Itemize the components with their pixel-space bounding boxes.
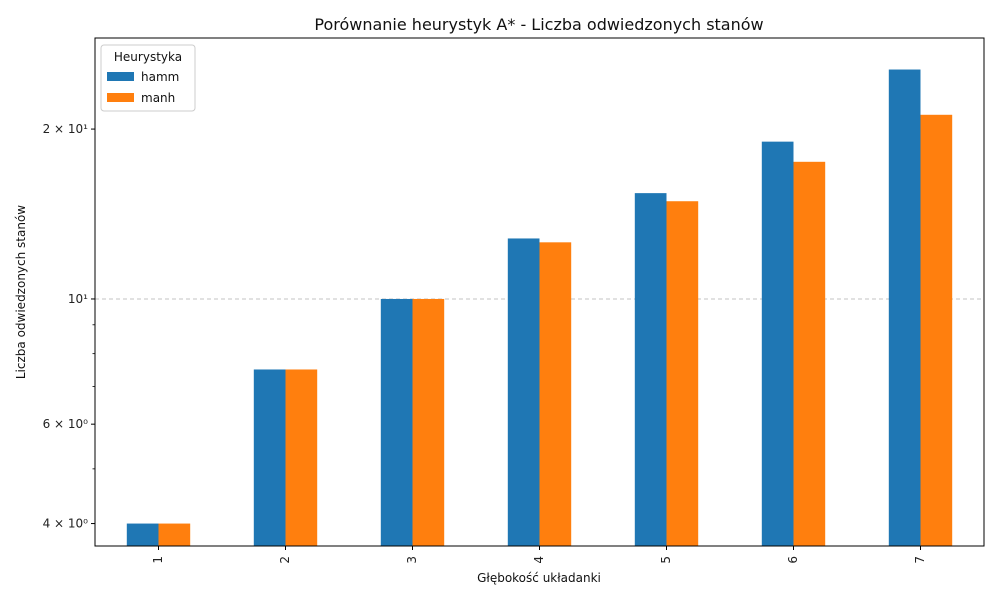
x-tick-label: 6 xyxy=(786,556,800,564)
bar-hamm-1 xyxy=(126,523,159,546)
bar-hamm-2 xyxy=(253,369,286,546)
legend-title: Heurystyka xyxy=(114,50,182,64)
x-tick-label: 1 xyxy=(151,556,165,564)
bar-hamm-7 xyxy=(888,69,921,546)
bar-hamm-4 xyxy=(507,238,540,546)
plot-area: 1 2 3 4 5 6 7 4 × 10⁰ 6 × 10⁰ 10¹ 2 × 10¹ Heurystyk… xyxy=(43,37,985,564)
x-tick-label: 3 xyxy=(405,556,419,564)
x-tick-label: 7 xyxy=(913,556,927,564)
y-tick-label: 2 × 10¹ xyxy=(43,122,89,136)
bar-manh-4 xyxy=(539,242,572,547)
y-axis-title: Liczba odwiedzonych stanów xyxy=(14,205,28,379)
legend-label-manh: manh xyxy=(141,91,175,105)
x-tick-label: 2 xyxy=(278,556,292,564)
legend-label-hamm: hamm xyxy=(141,70,179,84)
bar-manh-1 xyxy=(158,523,191,546)
bar-hamm-3 xyxy=(380,298,413,546)
legend: Heurystyka hamm manh xyxy=(100,44,196,112)
bar-manh-5 xyxy=(666,201,699,546)
x-axis-title: Głębokość układanki xyxy=(477,571,601,585)
bar-manh-2 xyxy=(285,369,318,546)
bar-manh-7 xyxy=(920,114,953,546)
y-tick-label: 4 × 10⁰ xyxy=(43,517,89,531)
chart-title: Porównanie heurystyk A* - Liczba odwiedz… xyxy=(314,15,763,34)
bar-manh-3 xyxy=(412,298,445,546)
x-tick-label: 4 xyxy=(532,556,546,564)
bar-hamm-5 xyxy=(634,193,667,546)
bar-hamm-6 xyxy=(761,141,794,546)
y-tick-label: 6 × 10⁰ xyxy=(43,417,89,431)
legend-swatch-manh xyxy=(107,93,134,102)
y-tick-label: 10¹ xyxy=(68,292,88,306)
x-tick-label: 5 xyxy=(659,556,673,564)
legend-swatch-hamm xyxy=(107,72,134,81)
bar-manh-6 xyxy=(793,161,826,546)
